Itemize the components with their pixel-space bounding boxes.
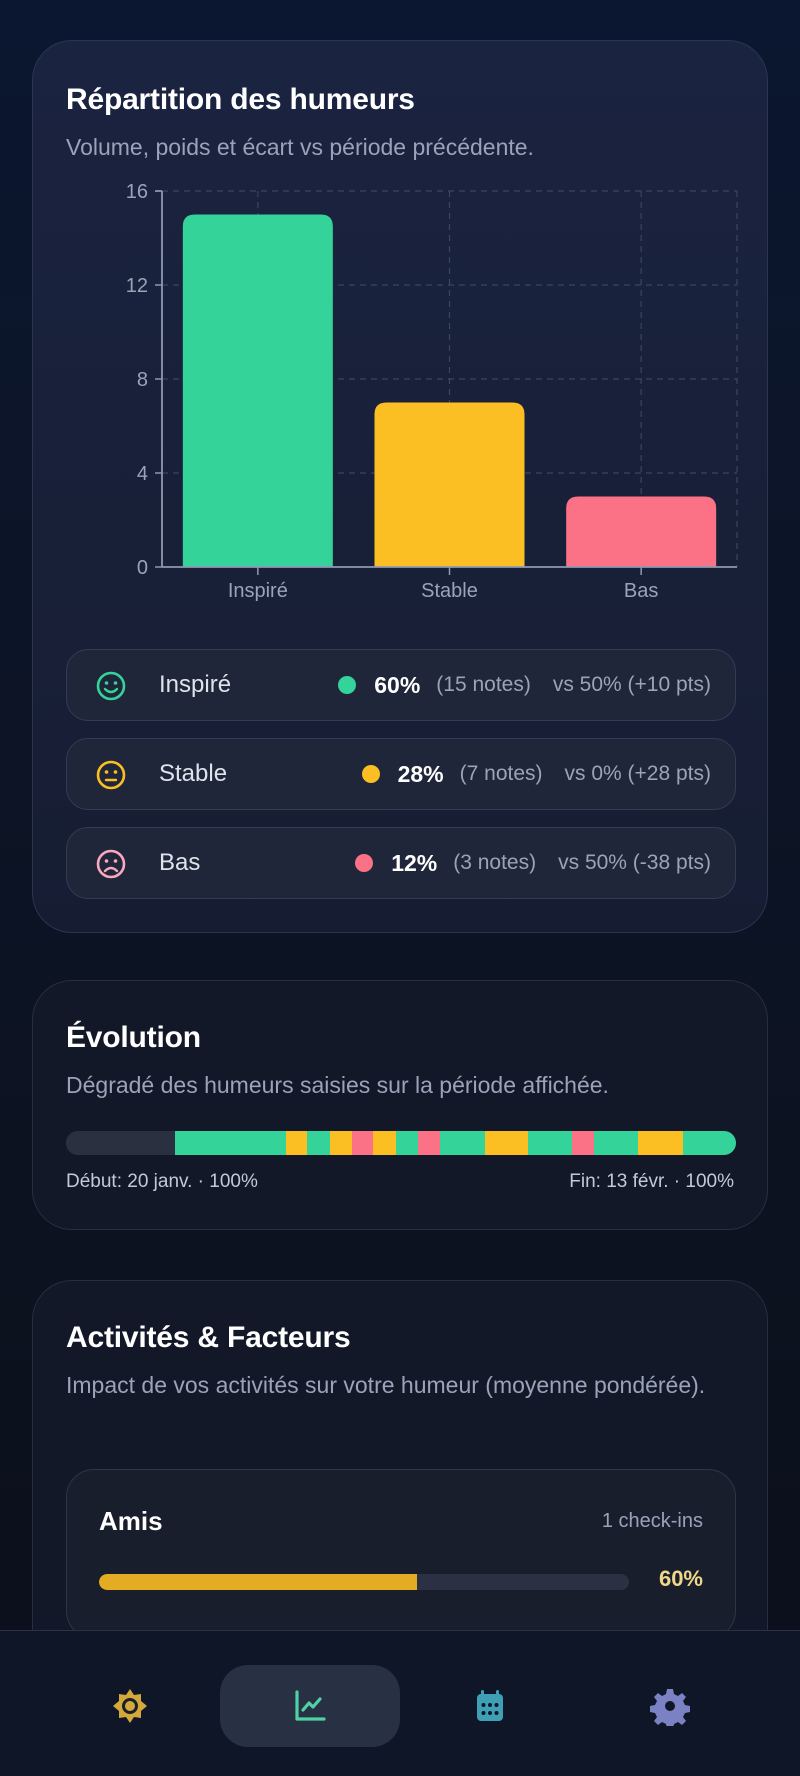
card-subtitle: Volume, poids et écart vs période précéd… <box>66 134 534 160</box>
evolution-segment <box>484 1131 529 1155</box>
activity-name: Amis <box>99 1506 163 1536</box>
neutral-face-icon <box>96 760 126 790</box>
mood-color-dot <box>338 676 357 694</box>
mood-stats: 12% (3 notes) vs 50% (-38 pts) <box>355 850 711 877</box>
mood-row-inspire[interactable]: Inspiré 60% (15 notes) vs 50% (+10 pts) <box>66 649 736 721</box>
bar-Stable <box>374 402 525 567</box>
chart-line-icon <box>295 1690 326 1721</box>
svg-text:0: 0 <box>137 557 148 579</box>
activity-item[interactable]: Amis 1 check-ins 60% <box>66 1469 736 1639</box>
svg-text:8: 8 <box>137 369 148 391</box>
nav-settings[interactable] <box>580 1665 760 1747</box>
mood-color-dot <box>361 765 380 783</box>
mood-row-stable[interactable]: Stable 28% (7 notes) vs 0% (+28 pts) <box>66 738 736 810</box>
sun-icon <box>113 1689 147 1723</box>
card-title: Répartition des humeurs <box>66 83 415 116</box>
mood-name: Bas <box>159 849 201 876</box>
svg-text:4: 4 <box>137 463 148 485</box>
card-title: Évolution <box>66 1021 201 1054</box>
svg-text:Bas: Bas <box>624 580 658 602</box>
evolution-card: Évolution Dégradé des humeurs saisies su… <box>32 980 768 1230</box>
evolution-segment <box>396 1131 418 1155</box>
activity-checkin-count: 1 check-ins <box>601 1510 703 1532</box>
mood-notes: (3 notes) <box>453 851 537 874</box>
svg-text:Stable: Stable <box>421 580 478 602</box>
evolution-segment <box>528 1131 573 1155</box>
activity-progress-fill <box>99 1574 417 1590</box>
calendar-icon <box>477 1690 503 1721</box>
mood-comparison: vs 0% (+28 pts) <box>564 762 711 785</box>
mood-notes: (15 notes) <box>436 673 531 696</box>
evolution-segment <box>373 1131 397 1155</box>
mood-stats: 28% (7 notes) vs 0% (+28 pts) <box>361 760 711 788</box>
bar-Inspiré <box>182 214 333 567</box>
svg-text:12: 12 <box>126 275 148 297</box>
evolution-segment <box>572 1131 595 1155</box>
mood-comparison: vs 50% (-38 pts) <box>558 851 711 874</box>
mood-row-bas[interactable]: Bas 12% (3 notes) vs 50% (-38 pts) <box>66 827 736 899</box>
mood-name: Stable <box>159 760 228 787</box>
gear-icon <box>650 1689 690 1726</box>
evolution-segment <box>638 1131 683 1155</box>
bottom-nav <box>0 1630 800 1776</box>
evolution-segment <box>682 1131 736 1155</box>
svg-text:16: 16 <box>126 181 148 203</box>
evolution-segment <box>285 1131 308 1155</box>
evolution-segment <box>175 1131 286 1155</box>
evolution-segment <box>351 1131 374 1155</box>
evolution-segment <box>330 1131 352 1155</box>
evolution-segment <box>66 1131 176 1155</box>
card-subtitle: Dégradé des humeurs saisies sur la pério… <box>66 1072 609 1098</box>
mood-name: Inspiré <box>159 671 232 698</box>
mood-comparison: vs 50% (+10 pts) <box>552 673 711 696</box>
evolution-segment <box>440 1131 485 1155</box>
evolution-segment <box>417 1131 441 1155</box>
mood-percent: 60% <box>374 671 421 698</box>
evolution-segment <box>307 1131 331 1155</box>
smile-icon <box>96 671 126 701</box>
nav-calendar[interactable] <box>400 1665 580 1747</box>
svg-text:Inspiré: Inspiré <box>228 580 288 602</box>
mood-color-dot <box>355 854 374 872</box>
period-start-label: Début: 20 janv. · 100% <box>66 1171 258 1192</box>
bar-Bas <box>566 496 717 567</box>
mood-distribution-card: Répartition des humeurs Volume, poids et… <box>32 40 768 933</box>
activity-percent: 60% <box>658 1566 703 1591</box>
sad-face-icon <box>96 849 126 879</box>
period-end-label: Fin: 13 févr. · 100% <box>569 1171 734 1192</box>
mood-notes: (7 notes) <box>459 762 543 785</box>
evolution-segment <box>594 1131 639 1155</box>
mood-percent: 12% <box>391 849 438 876</box>
card-title: Activités & Facteurs <box>66 1321 351 1354</box>
nav-today[interactable] <box>40 1665 220 1747</box>
nav-stats[interactable] <box>220 1665 400 1747</box>
activity-progress-track <box>99 1574 629 1590</box>
card-subtitle: Impact de vos activités sur votre humeur… <box>66 1372 706 1398</box>
mood-percent: 28% <box>397 760 444 787</box>
mood-stats: 60% (15 notes) vs 50% (+10 pts) <box>338 672 711 699</box>
mood-gradient-bar <box>66 1131 736 1155</box>
